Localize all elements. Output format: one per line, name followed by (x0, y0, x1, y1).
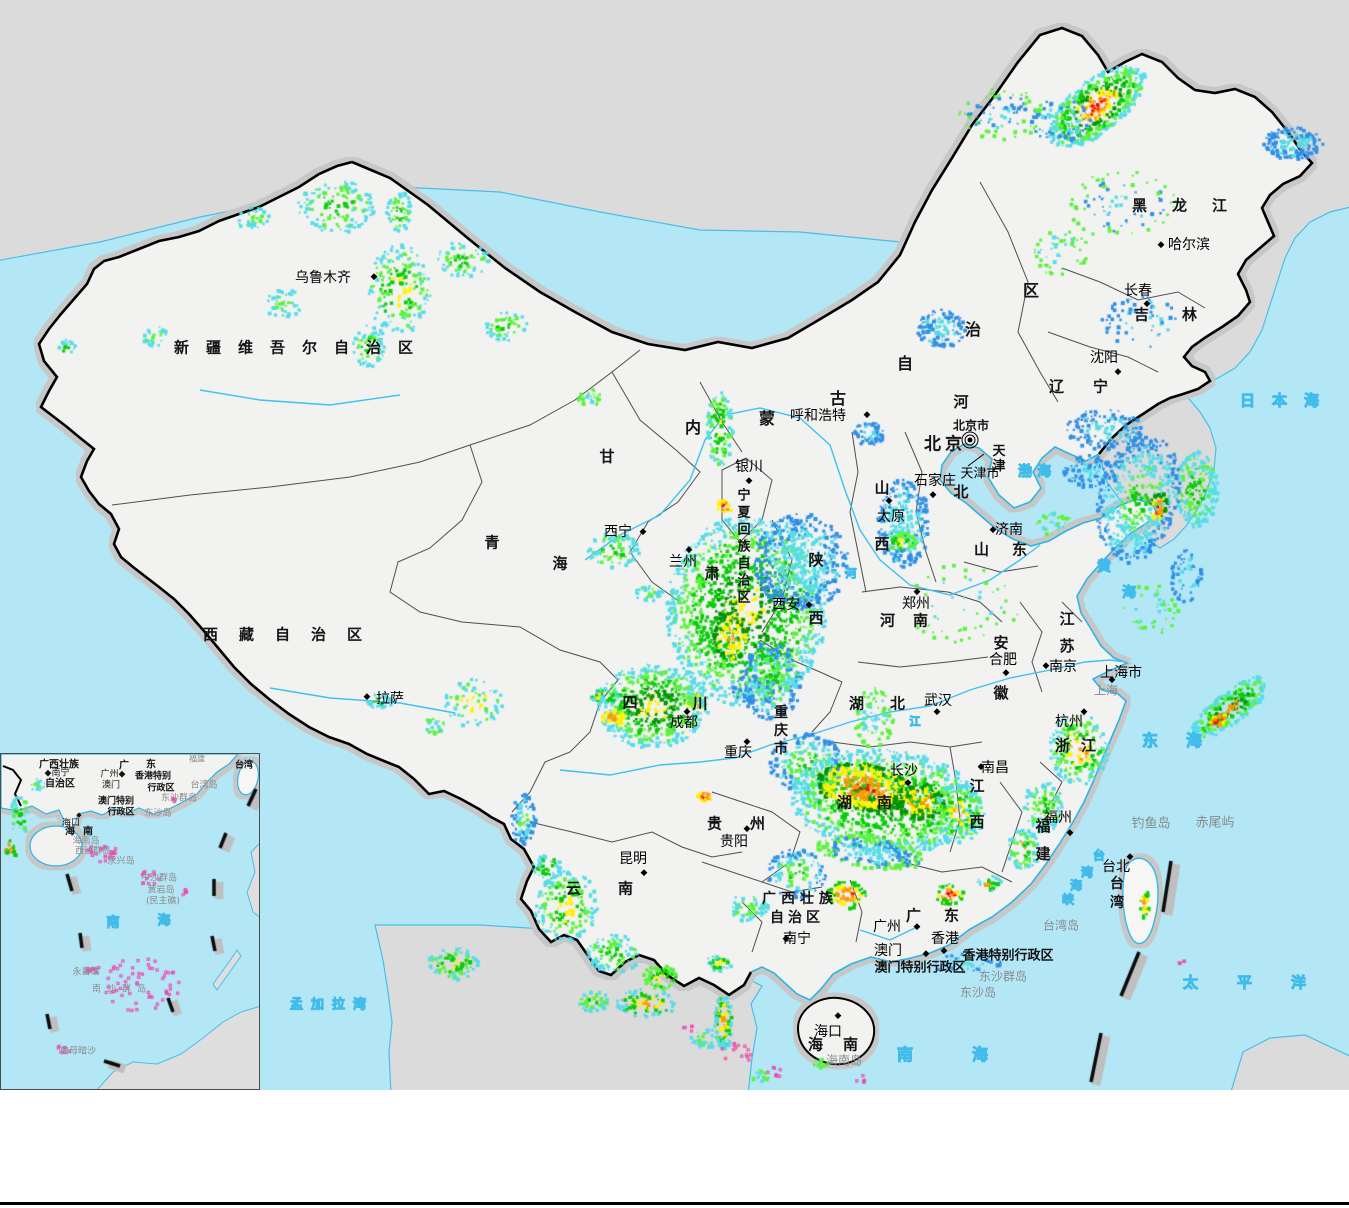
south-china-sea-inset: 广西壮族 自治区 ◆南宁广东广州◆ 香港特别 行政区 澳门 澳门特别 行政区 福建 台湾 台湾岛 东沙… (0, 753, 260, 1090)
inset-overlay (1, 754, 259, 1089)
legend-panel: 全国雷达拼图 [2025-06-24 13:48:00] [ 组合反射率 ] d… (0, 1090, 1349, 1208)
bottom-border-line (0, 1202, 1349, 1205)
